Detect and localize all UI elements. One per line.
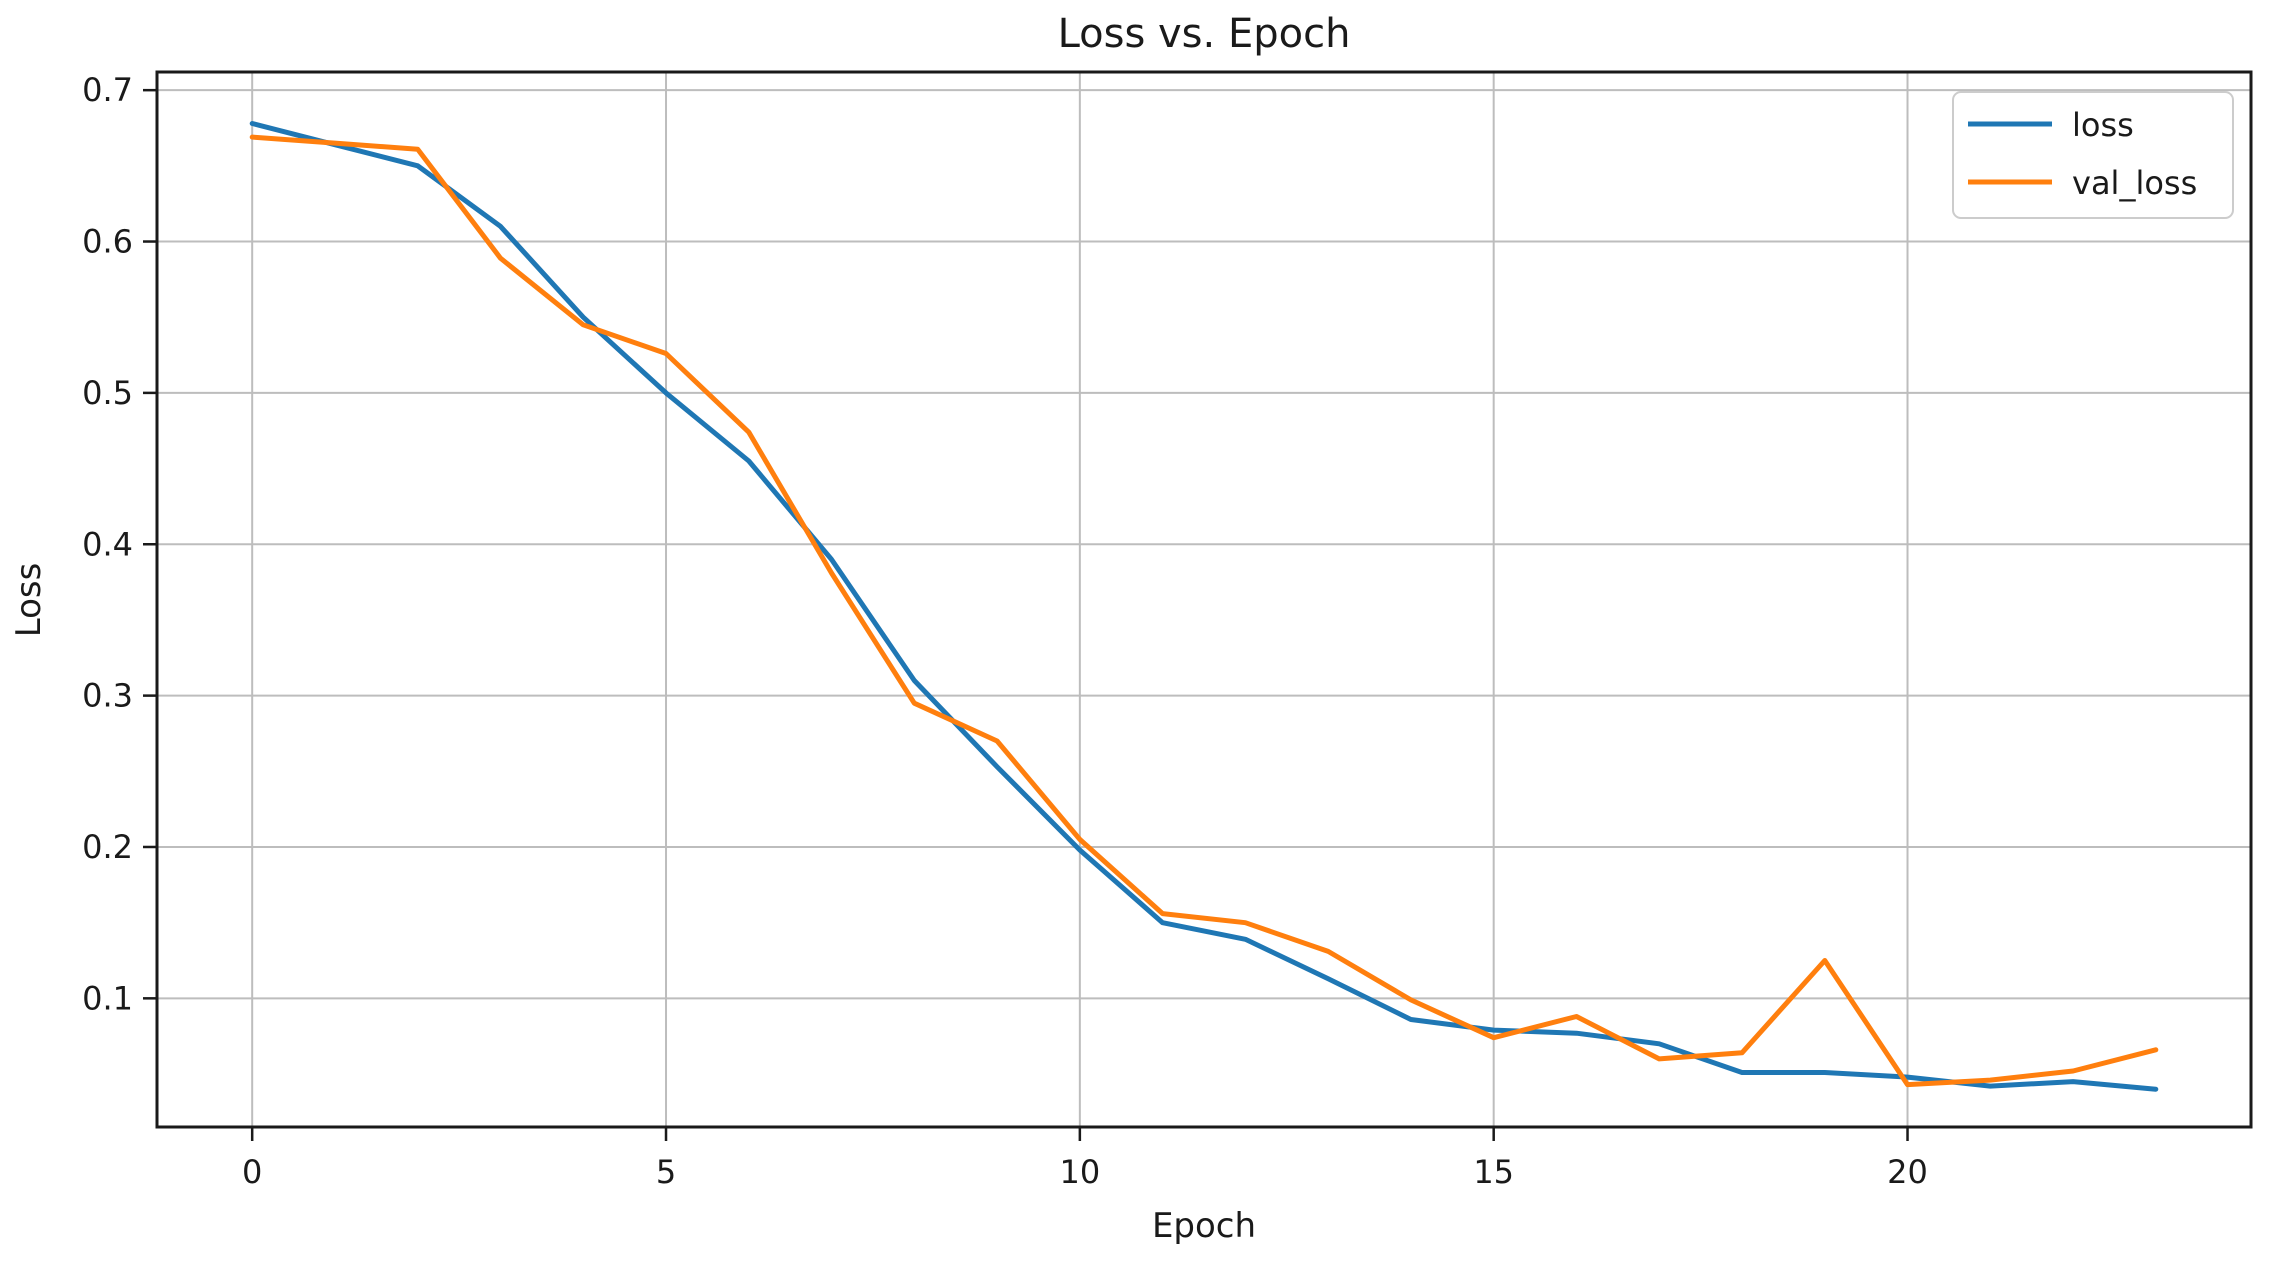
legend-label-loss: loss bbox=[2072, 106, 2134, 144]
x-tick-label: 10 bbox=[1059, 1153, 1100, 1191]
x-axis-label: Epoch bbox=[1152, 1206, 1256, 1246]
legend: loss val_loss bbox=[1952, 91, 2234, 219]
y-tick-label: 0.2 bbox=[82, 828, 133, 866]
y-tick-label: 0.5 bbox=[82, 374, 133, 412]
x-tick-label: 0 bbox=[242, 1153, 262, 1191]
axes-spines bbox=[155, 70, 2253, 1129]
axis-ticks: 0 5 10 15 20 0.1 0.2 0.3 0.4 0.5 0.6 0.7 bbox=[82, 71, 1928, 1191]
y-tick-label: 0.3 bbox=[82, 677, 133, 715]
y-tick-label: 0.4 bbox=[82, 525, 133, 563]
x-tick-label: 20 bbox=[1887, 1153, 1928, 1191]
x-tick-label: 15 bbox=[1473, 1153, 1514, 1191]
x-tick-label: 5 bbox=[656, 1153, 676, 1191]
y-axis-label: Loss bbox=[9, 563, 49, 638]
y-tick-label: 0.6 bbox=[82, 223, 133, 261]
grid-lines bbox=[157, 72, 2251, 1127]
legend-label-val-loss: val_loss bbox=[2072, 164, 2197, 202]
chart-title: Loss vs. Epoch bbox=[1058, 11, 1351, 57]
series-lines bbox=[249, 121, 2159, 1092]
y-tick-label: 0.7 bbox=[82, 71, 133, 109]
plot-border bbox=[155, 70, 2253, 1129]
series-line-val_loss bbox=[249, 134, 2159, 1088]
y-tick-label: 0.1 bbox=[82, 979, 133, 1017]
series-line-loss bbox=[249, 121, 2159, 1092]
